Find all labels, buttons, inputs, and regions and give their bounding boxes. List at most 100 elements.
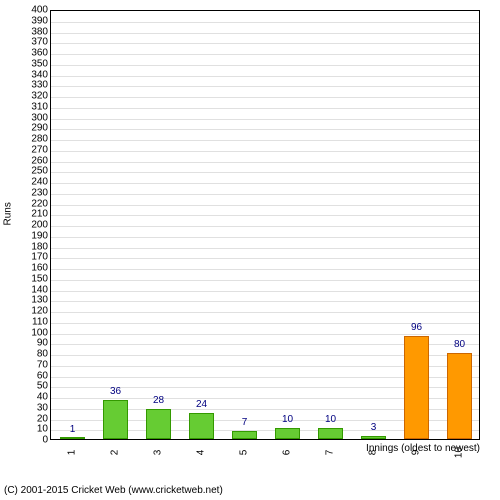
gridline — [51, 258, 479, 259]
y-tick-label: 270 — [31, 144, 48, 155]
y-tick-label: 50 — [37, 381, 48, 392]
bar-value-label: 1 — [70, 424, 76, 435]
y-tick-label: 360 — [31, 48, 48, 59]
x-tick-label: 4 — [195, 443, 206, 463]
bar-value-label: 80 — [454, 339, 465, 350]
y-tick-label: 190 — [31, 230, 48, 241]
gridline — [51, 43, 479, 44]
y-tick-label: 340 — [31, 69, 48, 80]
y-tick-label: 170 — [31, 252, 48, 263]
y-tick-label: 160 — [31, 263, 48, 274]
gridline — [51, 291, 479, 292]
bar-value-label: 28 — [153, 395, 164, 406]
y-tick-label: 150 — [31, 273, 48, 284]
y-tick-label: 80 — [37, 349, 48, 360]
gridline — [51, 194, 479, 195]
y-tick-label: 180 — [31, 241, 48, 252]
x-tick-label: 8 — [367, 443, 378, 463]
y-tick-label: 250 — [31, 166, 48, 177]
bar — [275, 428, 301, 439]
x-tick-label: 3 — [152, 443, 163, 463]
y-tick-label: 110 — [32, 316, 48, 327]
gridline — [51, 248, 479, 249]
gridline — [51, 108, 479, 109]
gridline — [51, 162, 479, 163]
y-tick-label: 220 — [31, 198, 48, 209]
y-tick-label: 200 — [31, 220, 48, 231]
x-tick-label: 9 — [410, 443, 421, 463]
gridline — [51, 33, 479, 34]
bar-value-label: 3 — [371, 422, 377, 433]
gridline — [51, 215, 479, 216]
y-tick-label: 230 — [31, 187, 48, 198]
gridline — [51, 65, 479, 66]
x-tick-label: 10 — [453, 443, 464, 463]
y-tick-label: 400 — [31, 5, 48, 16]
y-tick-label: 290 — [31, 123, 48, 134]
y-tick-label: 120 — [31, 306, 48, 317]
x-tick-label: 7 — [324, 443, 335, 463]
gridline — [51, 237, 479, 238]
y-tick-label: 280 — [31, 134, 48, 145]
x-tick-label: 2 — [109, 443, 120, 463]
x-tick-label: 5 — [238, 443, 249, 463]
y-tick-label: 20 — [37, 413, 48, 424]
gridline — [51, 22, 479, 23]
gridline — [51, 151, 479, 152]
bar — [318, 428, 344, 439]
y-tick-label: 60 — [37, 370, 48, 381]
gridline — [51, 129, 479, 130]
y-tick-label: 350 — [31, 58, 48, 69]
copyright-text: (C) 2001-2015 Cricket Web (www.cricketwe… — [4, 485, 223, 496]
plot-area: 1 36 28 24 7 10 10 3 96 80 — [50, 10, 480, 440]
bar-value-label: 7 — [242, 417, 248, 428]
gridline — [51, 97, 479, 98]
gridline — [51, 269, 479, 270]
gridline — [51, 205, 479, 206]
y-tick-label: 40 — [37, 392, 48, 403]
y-tick-label: 390 — [31, 15, 48, 26]
gridline — [51, 226, 479, 227]
gridline — [51, 334, 479, 335]
gridline — [51, 301, 479, 302]
y-tick-label: 330 — [31, 80, 48, 91]
bar — [447, 353, 473, 439]
bar-value-label: 24 — [196, 399, 207, 410]
bar — [232, 431, 258, 439]
gridline — [51, 183, 479, 184]
y-tick-label: 240 — [31, 177, 48, 188]
gridline — [51, 280, 479, 281]
bar — [103, 400, 129, 439]
bar-value-label: 10 — [282, 414, 293, 425]
y-tick-label: 260 — [31, 155, 48, 166]
bar — [361, 436, 387, 439]
y-tick-label: 210 — [31, 209, 48, 220]
y-tick-label: 310 — [31, 101, 48, 112]
bar — [146, 409, 172, 439]
gridline — [51, 86, 479, 87]
y-tick-label: 300 — [31, 112, 48, 123]
y-tick-label: 370 — [31, 37, 48, 48]
bar — [189, 413, 215, 439]
y-tick-label: 90 — [37, 338, 48, 349]
y-tick-label: 380 — [31, 26, 48, 37]
gridline — [51, 119, 479, 120]
y-tick-label: 70 — [37, 359, 48, 370]
gridline — [51, 172, 479, 173]
gridline — [51, 140, 479, 141]
gridline — [51, 54, 479, 55]
bar — [404, 336, 430, 439]
x-tick-label: 6 — [281, 443, 292, 463]
bar — [60, 437, 86, 439]
bar-value-label: 96 — [411, 322, 422, 333]
y-axis-label: Runs — [3, 202, 14, 225]
gridline — [51, 76, 479, 77]
y-tick-label: 30 — [37, 402, 48, 413]
x-tick-label: 1 — [66, 443, 77, 463]
gridline — [51, 312, 479, 313]
y-tick-label: 130 — [31, 295, 48, 306]
bar-value-label: 36 — [110, 386, 121, 397]
y-tick-label: 0 — [42, 435, 48, 446]
bar-value-label: 10 — [325, 414, 336, 425]
chart-container: 13628247101039680 Runs Innings (oldest t… — [0, 0, 500, 500]
